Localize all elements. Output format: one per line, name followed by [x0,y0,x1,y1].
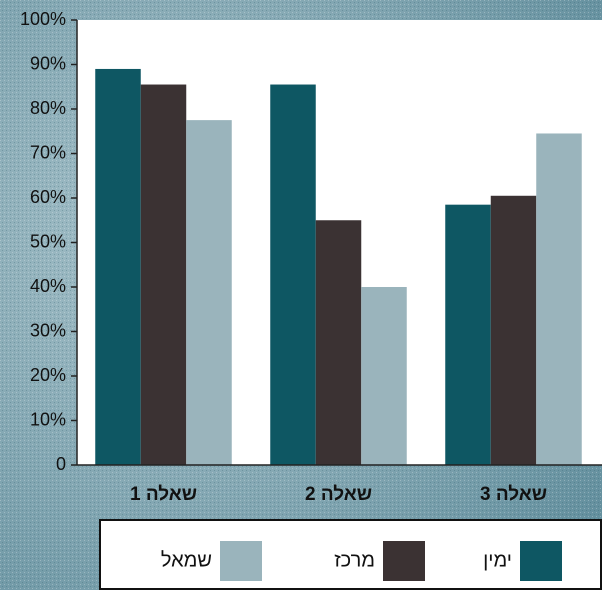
legend-box [99,519,602,590]
legend-label: ימין [483,549,512,571]
bar [95,68,141,465]
y-tick-label: 90% [30,53,66,73]
legend-label: מרכז [334,549,375,571]
y-tick-label: 50% [30,231,66,251]
legend-swatch [520,541,562,581]
x-tick-label: שאלה 1 [130,484,197,505]
y-tick-label: 60% [30,187,66,207]
y-tick-label: 20% [30,365,66,385]
bar [315,220,362,465]
bar [536,133,582,465]
y-tick-label: 80% [30,98,66,118]
x-tick-label: שאלה 2 [305,484,372,505]
y-tick-label: 100% [20,9,66,29]
y-tick-label: 30% [30,320,66,340]
y-tick-label: 70% [30,142,66,162]
legend-swatch [383,541,425,581]
y-tick-label: 10% [30,409,66,429]
y-tick-label: 40% [30,276,66,296]
bar [186,120,232,465]
bar [140,84,187,466]
bar [445,204,491,466]
bar [490,195,537,465]
bar [270,84,316,466]
bar [361,287,407,465]
y-tick-label: 0 [56,454,66,474]
legend-label: שמאל [161,549,212,571]
legend-swatch [220,541,262,581]
x-tick-label: שאלה 3 [480,484,547,505]
